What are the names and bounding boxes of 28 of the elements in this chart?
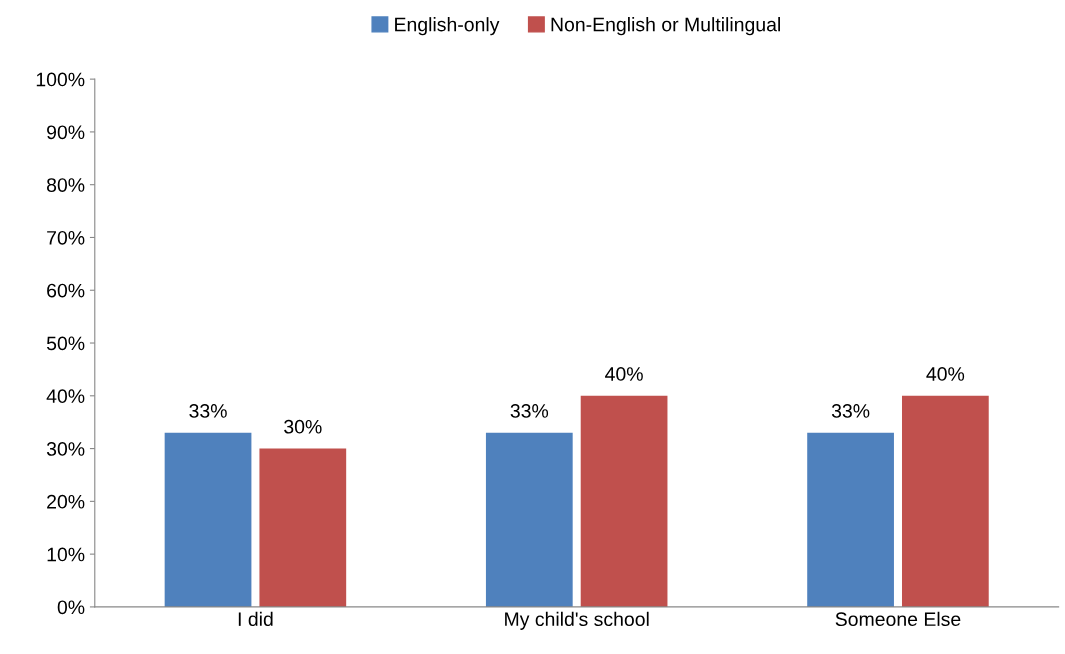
bar [259, 448, 347, 607]
bar [901, 395, 989, 607]
data-label: 30% [284, 419, 322, 434]
y-tick-label: 90% [47, 125, 85, 140]
y-tick-label: 10% [47, 547, 85, 562]
y-tick-label: 70% [47, 230, 85, 245]
legend-label: English-only [395, 17, 500, 36]
legend-label: Non-English or Multilingual [551, 17, 780, 36]
data-label: 40% [926, 367, 965, 381]
data-label: 33% [510, 404, 549, 418]
data-label: 33% [831, 404, 870, 418]
y-tick-label: 40% [46, 389, 85, 404]
y-tick-label: 20% [47, 494, 85, 509]
data-label: 40% [605, 367, 643, 381]
y-tick-label: 60% [47, 283, 85, 298]
y-tick-label: 80% [46, 178, 85, 192]
y-tick-label: 0% [57, 600, 85, 615]
bar [807, 432, 894, 607]
x-tick-label: I did [238, 611, 273, 627]
bar [164, 432, 252, 607]
bar [485, 432, 573, 607]
y-tick-label: 50% [46, 336, 85, 351]
x-tick-label: Someone Else [835, 611, 961, 627]
data-label: 33% [189, 404, 227, 418]
y-tick-label: 100% [36, 72, 85, 87]
x-tick-label: My child's school [505, 611, 649, 630]
bar [580, 395, 668, 607]
y-tick-label: 30% [46, 442, 85, 456]
